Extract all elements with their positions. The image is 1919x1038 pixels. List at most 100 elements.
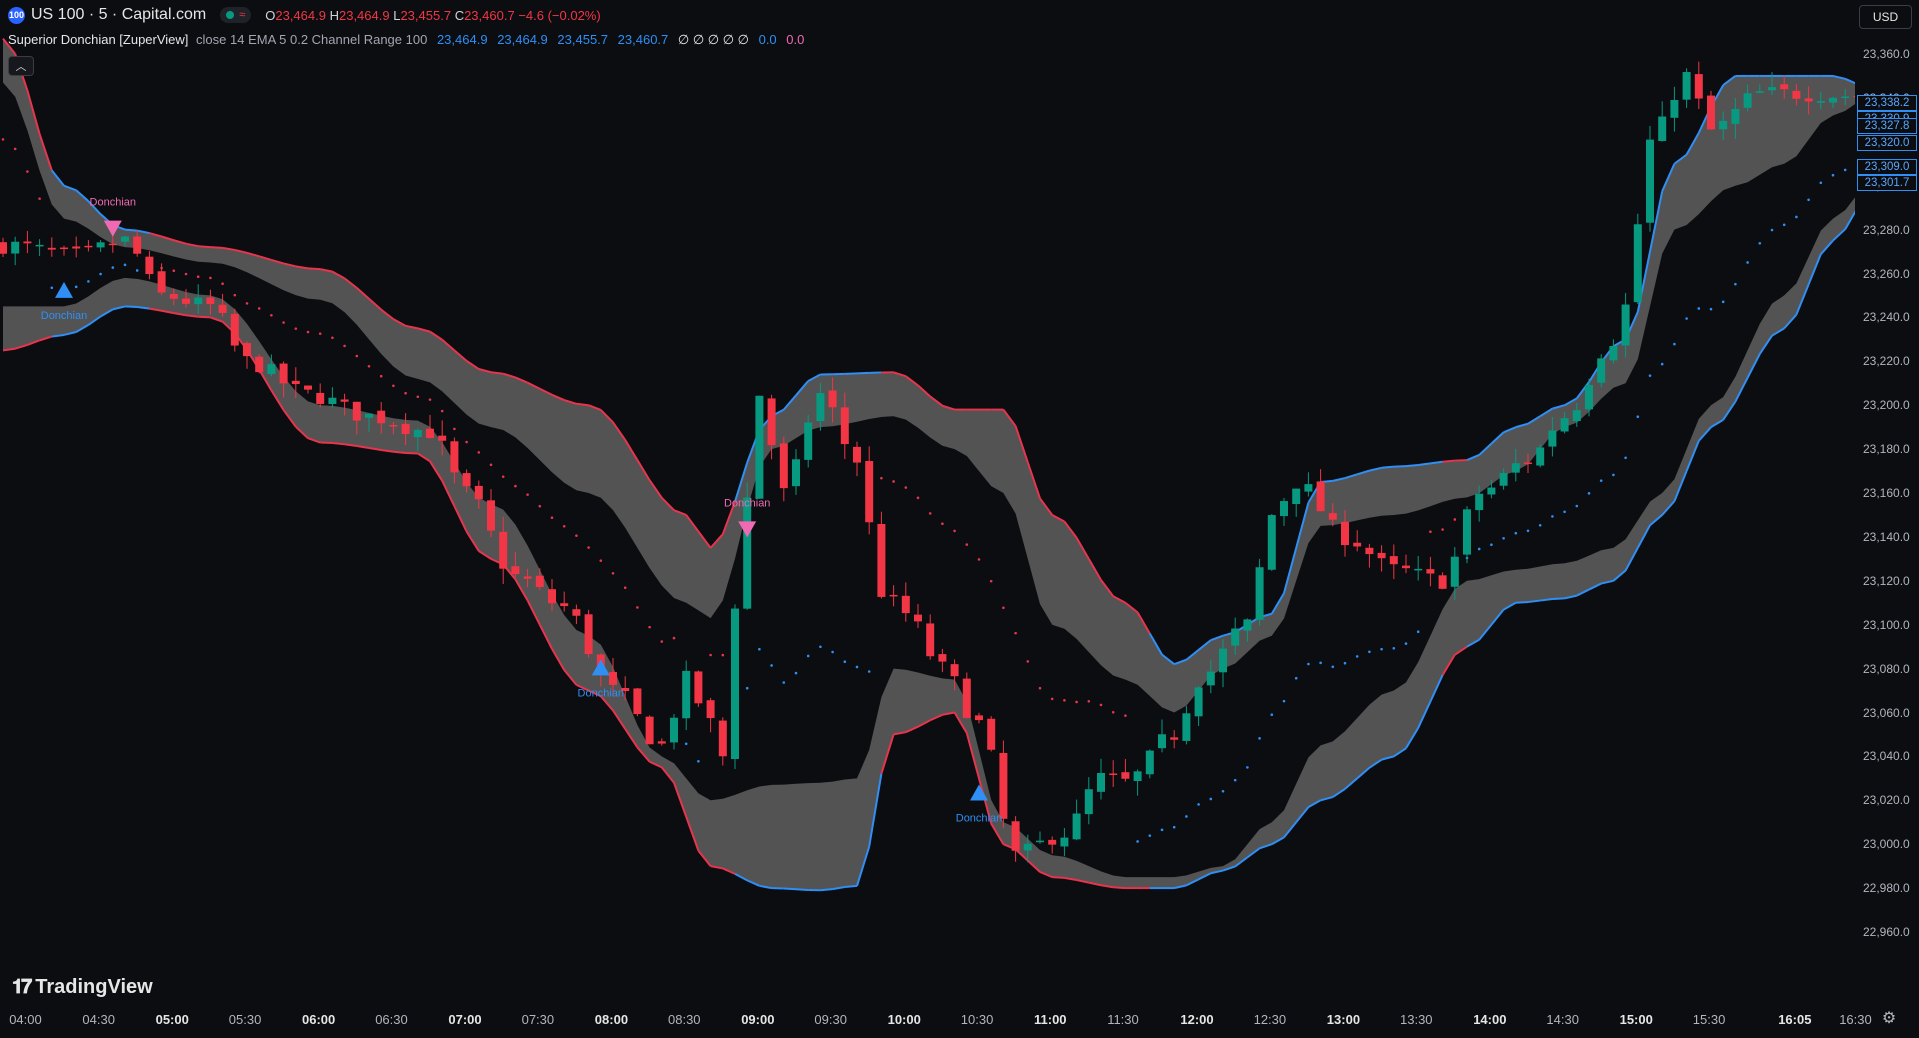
symbol-title[interactable]: US 100 · 5 · Capital.com bbox=[31, 6, 207, 23]
upper-channel-line bbox=[551, 393, 565, 401]
trail-dot bbox=[416, 395, 420, 399]
candle-body bbox=[1719, 120, 1728, 130]
candle-body bbox=[767, 398, 776, 446]
candle-body bbox=[1463, 509, 1471, 555]
time-tick-label: 06:00 bbox=[302, 1012, 336, 1027]
trail-dot bbox=[1343, 661, 1347, 665]
candle-body bbox=[47, 247, 56, 250]
indicator-legend[interactable]: Superior Donchian [ZuperView] close 14 E… bbox=[8, 32, 804, 48]
lower-channel-line bbox=[1039, 871, 1053, 879]
trail-dot bbox=[50, 286, 54, 290]
trail-dot bbox=[392, 384, 395, 388]
price-tick-label: 23,020.0 bbox=[1863, 793, 1910, 808]
lower-channel-line bbox=[1417, 701, 1432, 729]
lower-channel-line bbox=[1722, 400, 1737, 421]
trail-dot bbox=[501, 475, 505, 478]
upper-channel-line bbox=[405, 324, 419, 330]
tradingview-logo[interactable]: 𝟏𝟕 TradingView bbox=[12, 976, 153, 999]
price-tick-label: 23,280.0 bbox=[1863, 222, 1910, 237]
upper-channel-line bbox=[1002, 408, 1017, 427]
upper-channel-line bbox=[1490, 431, 1505, 445]
trail-dot bbox=[1477, 547, 1481, 551]
candle-body bbox=[1145, 750, 1154, 775]
upper-channel-line bbox=[161, 235, 175, 242]
indicator-params: close 14 EMA 5 0.2 Channel Range 100 bbox=[196, 32, 428, 47]
lower-channel-line bbox=[856, 846, 871, 887]
candle-body bbox=[1206, 671, 1215, 686]
price-tick-label: 23,140.0 bbox=[1863, 529, 1910, 544]
candle-body bbox=[1402, 565, 1410, 569]
collapse-legend-button[interactable]: ︿ bbox=[8, 56, 34, 76]
upper-channel-line bbox=[392, 318, 407, 327]
trail-dot bbox=[1368, 650, 1371, 654]
upper-channel-line bbox=[1564, 397, 1578, 407]
trail-dot bbox=[684, 742, 688, 746]
candle-body bbox=[1072, 813, 1081, 840]
trail-dot bbox=[233, 293, 237, 297]
trail-dot bbox=[172, 269, 176, 273]
upper-channel-line bbox=[222, 246, 235, 251]
candle-body bbox=[1829, 97, 1837, 103]
trail-dot bbox=[123, 263, 127, 267]
time-tick-label: 11:30 bbox=[1107, 1012, 1139, 1027]
trail-dot bbox=[1782, 223, 1786, 227]
lower-channel-line bbox=[1076, 878, 1090, 884]
currency-button[interactable]: USD bbox=[1859, 5, 1912, 29]
lower-channel-line bbox=[1515, 601, 1529, 604]
lower-channel-line bbox=[1222, 865, 1236, 872]
indicator-name[interactable]: Superior Donchian [ZuperView] bbox=[8, 32, 189, 47]
candle-body bbox=[352, 401, 361, 421]
lower-channel-line bbox=[551, 648, 566, 671]
upper-channel-line bbox=[1539, 407, 1553, 418]
lower-channel-line bbox=[124, 305, 138, 309]
upper-channel-line bbox=[1649, 190, 1664, 252]
upper-channel-line bbox=[1478, 442, 1493, 456]
candle-body bbox=[1133, 771, 1142, 782]
lower-channel-line bbox=[2, 347, 16, 352]
candle-body bbox=[1499, 472, 1508, 486]
price-axis[interactable]: 23,360.023,340.023,320.023,300.023,280.0… bbox=[1855, 0, 1919, 1000]
upper-channel-line bbox=[295, 265, 309, 270]
upper-channel-line bbox=[1051, 514, 1065, 523]
buy-signal-arrow-icon bbox=[591, 659, 610, 676]
candle-body bbox=[1292, 488, 1301, 504]
lower-channel-line bbox=[332, 441, 345, 446]
lower-channel-line bbox=[295, 425, 309, 439]
time-tick-label: 08:30 bbox=[668, 1012, 701, 1027]
upper-channel-line bbox=[1344, 473, 1358, 479]
trail-dot bbox=[184, 272, 188, 276]
trail-dot bbox=[1538, 523, 1542, 527]
trail-dot bbox=[782, 681, 786, 684]
trail-dot bbox=[196, 275, 200, 279]
candle-body bbox=[340, 399, 349, 402]
candle-body bbox=[23, 241, 32, 244]
market-status[interactable]: ≈ bbox=[220, 7, 252, 23]
chart-pane[interactable]: Donchian Donchian Donchian Donchian Donchian bbox=[0, 0, 1874, 1000]
candle-body bbox=[1585, 384, 1593, 410]
signal-label: Donchian bbox=[578, 687, 624, 699]
trail-dot bbox=[831, 650, 834, 654]
upper-channel-line bbox=[1148, 632, 1163, 656]
lower-channel-line bbox=[685, 816, 700, 852]
lower-channel-line bbox=[893, 731, 906, 736]
trail-dot bbox=[587, 546, 590, 549]
lower-channel-line bbox=[1783, 313, 1798, 330]
trail-dot bbox=[1331, 665, 1335, 669]
time-axis[interactable]: ⚙ 04:00 04:30 05:00 05:30 06:00 06:30 07:00 07:… bbox=[0, 1000, 1919, 1038]
lower-channel-line bbox=[1185, 878, 1200, 887]
upper-channel-line bbox=[149, 232, 162, 238]
time-tick-label: 14:30 bbox=[1546, 1012, 1579, 1027]
symbol-badge-icon: 100 bbox=[8, 6, 25, 24]
upper-channel-line bbox=[210, 246, 223, 249]
lower-channel-line bbox=[1600, 579, 1614, 585]
lower-channel-line bbox=[1052, 876, 1065, 879]
upper-channel-line bbox=[1466, 454, 1480, 461]
upper-channel-line bbox=[417, 327, 431, 333]
lower-channel-line bbox=[14, 343, 28, 350]
trail-dot bbox=[1319, 661, 1322, 665]
trail-dot bbox=[514, 484, 517, 488]
gear-icon[interactable]: ⚙ bbox=[1881, 1010, 1897, 1027]
candlestick-chart[interactable]: Donchian Donchian Donchian Donchian Donchian bbox=[0, 0, 1874, 1000]
upper-channel-line bbox=[429, 330, 443, 341]
lower-channel-line bbox=[538, 624, 553, 650]
